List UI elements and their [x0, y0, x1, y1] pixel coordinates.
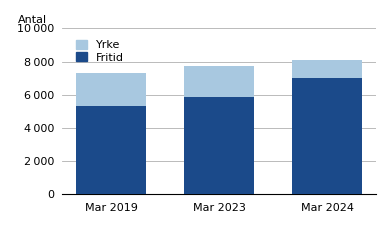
Bar: [184, 66, 254, 97]
Bar: [184, 97, 254, 194]
Bar: [76, 73, 146, 106]
Bar: [292, 78, 362, 194]
Bar: [292, 60, 362, 78]
Bar: [76, 106, 146, 194]
Legend: Yrke, Fritid: Yrke, Fritid: [74, 37, 126, 65]
Text: Antal: Antal: [18, 15, 47, 25]
